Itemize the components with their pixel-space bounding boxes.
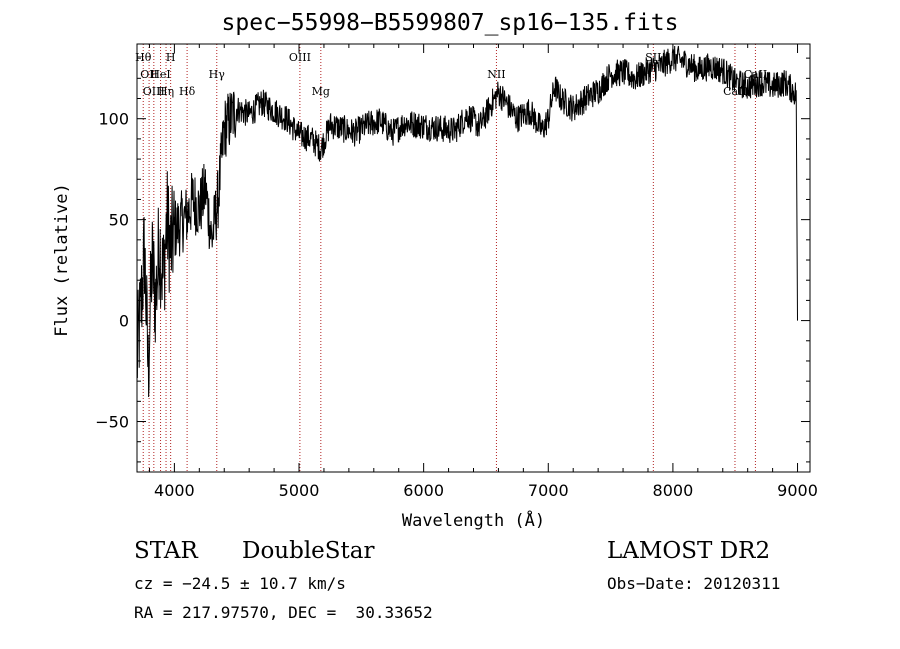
x-tick-label: 4000 [154, 481, 195, 500]
line-marker-label: Hη [158, 85, 174, 98]
line-marker-label: Hδ [179, 85, 196, 98]
y-tick-label: 50 [109, 211, 129, 230]
x-tick-label: 8000 [653, 481, 694, 500]
line-marker-label: SII [645, 51, 661, 64]
line-marker-label: OII [140, 68, 158, 81]
line-marker-label: OIII [289, 51, 311, 64]
x-axis-label: Wavelength (Å) [401, 511, 546, 531]
observation-date: Obs−Date: 20120311 [607, 574, 781, 593]
line-marker-label: Mg [312, 85, 330, 98]
spectrum-line [136, 45, 798, 398]
y-tick-label: 100 [98, 110, 129, 129]
redshift-velocity: cz = −24.5 ± 10.7 km/s [134, 574, 346, 593]
line-marker-label: NII [487, 68, 505, 81]
line-markers [142, 44, 756, 472]
survey-name: LAMOST DR2 [607, 538, 771, 564]
line-marker-label: OIII [143, 85, 165, 98]
y-tick-label: −50 [95, 413, 129, 432]
x-tick-label: 9000 [777, 481, 818, 500]
object-class: STAR [134, 538, 198, 564]
axis-tick-labels: 4000 5000 6000 7000 8000 9000 −50 0 50 100 [95, 110, 818, 500]
axis-ticks [137, 44, 810, 472]
x-tick-label: 6000 [403, 481, 444, 500]
chart-title: spec−55998−B5599807_sp16−135.fits [221, 10, 679, 36]
y-tick-label: 0 [119, 312, 129, 331]
line-marker-label: H [166, 51, 176, 64]
line-marker-label: Hγ [209, 68, 226, 81]
line-marker-label: HeI [150, 68, 170, 81]
line-marker-label: Hθ [135, 51, 152, 64]
y-axis-label: Flux (relative) [52, 183, 72, 337]
x-tick-label: 5000 [279, 481, 320, 500]
x-tick-label: 7000 [528, 481, 569, 500]
coordinates: RA = 217.97570, DEC = 30.33652 [134, 603, 433, 622]
object-subclass: DoubleStar [242, 538, 375, 564]
